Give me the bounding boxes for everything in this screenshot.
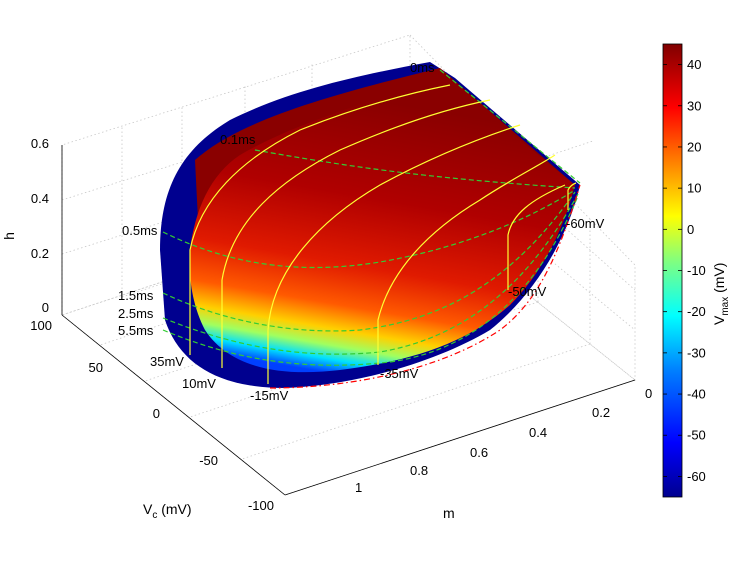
- colorbar-tick-label: -60: [687, 469, 706, 484]
- voltage-label: -50mV: [508, 284, 547, 299]
- colorbar-tick-label: 10: [687, 181, 701, 196]
- voltage-contour-10mV: [221, 99, 491, 368]
- colorbar-tick-label: -10: [687, 263, 706, 278]
- vc-tick: 50: [89, 360, 103, 375]
- vc-tick: 0: [153, 406, 160, 421]
- m-tick: 0.4: [529, 425, 547, 440]
- voltage-contour-35mV: [189, 84, 451, 355]
- voltage-label: -15mV: [250, 388, 289, 403]
- m-tick: 1: [355, 480, 362, 495]
- time-contour-0.5ms: [162, 189, 576, 269]
- vc-tick: -50: [199, 453, 218, 468]
- m-tick: 0.8: [410, 463, 428, 478]
- axis-edges: [61, 145, 636, 496]
- colorbar-tick-label: -20: [687, 304, 706, 319]
- vc-tick: -100: [248, 498, 274, 513]
- time-contour-5.5ms: [162, 195, 579, 366]
- voltage-label: -35mV: [380, 366, 419, 381]
- vc-axis-label: Vc (mV): [143, 501, 192, 521]
- surface-main-region: [189, 75, 575, 373]
- m-axis-label: m: [443, 505, 455, 521]
- colorbar-tick-label: 0: [687, 222, 694, 237]
- boundary-curve: [269, 184, 581, 389]
- time-contour-0ms: [439, 69, 581, 184]
- time-contours: [162, 69, 581, 366]
- time-label: 1.5ms: [118, 288, 154, 303]
- colorbar-tick-label: -40: [687, 387, 706, 402]
- h-tick: 0.6: [31, 136, 49, 151]
- time-label: 5.5ms: [118, 323, 154, 338]
- m-tick: 0.2: [592, 405, 610, 420]
- m-tick: 0: [645, 386, 652, 401]
- voltage-contour-minus50mV: [507, 184, 566, 290]
- time-label: 0.1ms: [220, 132, 256, 147]
- time-label: 0.5ms: [122, 223, 158, 238]
- voltage-label: 35mV: [150, 354, 184, 369]
- time-contour-1.5ms: [162, 191, 576, 332]
- m-tick: 0.6: [470, 445, 488, 460]
- h-tick: 0.4: [31, 191, 49, 206]
- vc-axis-line: [61, 314, 286, 496]
- grid-line: [241, 343, 591, 460]
- time-label: 2.5ms: [118, 306, 154, 321]
- h-tick: 0.2: [31, 246, 49, 261]
- voltage-label: -60mV: [566, 216, 605, 231]
- time-contour-0.1ms: [254, 149, 576, 189]
- m-axis-line: [284, 379, 636, 496]
- colorbar-tick-label: 20: [687, 139, 701, 154]
- colorbar-tick-label: -30: [687, 345, 706, 360]
- voltage-contour-minus60mV: [567, 182, 577, 210]
- time-label: 0ms: [410, 60, 435, 75]
- vc-tick: 100: [30, 318, 52, 333]
- h-tick: 0: [42, 300, 49, 315]
- colorbar-tick-label: -50: [687, 428, 706, 443]
- voltage-contour-minus15mV: [267, 124, 521, 384]
- voltage-label: 10mV: [182, 376, 216, 391]
- colorbar-tick-label: 30: [687, 98, 701, 113]
- colorbar-tick-label: 40: [687, 57, 701, 72]
- colorbar-ticks: 40 30 20 10 0 -10 -20 -30 -40 -50 -60: [663, 57, 706, 484]
- voltage-contours: [189, 84, 577, 384]
- h-axis-label: h: [1, 232, 17, 240]
- voltage-contour-minus35mV: [377, 154, 556, 365]
- colorbar-label: Vmax (mV): [711, 263, 731, 325]
